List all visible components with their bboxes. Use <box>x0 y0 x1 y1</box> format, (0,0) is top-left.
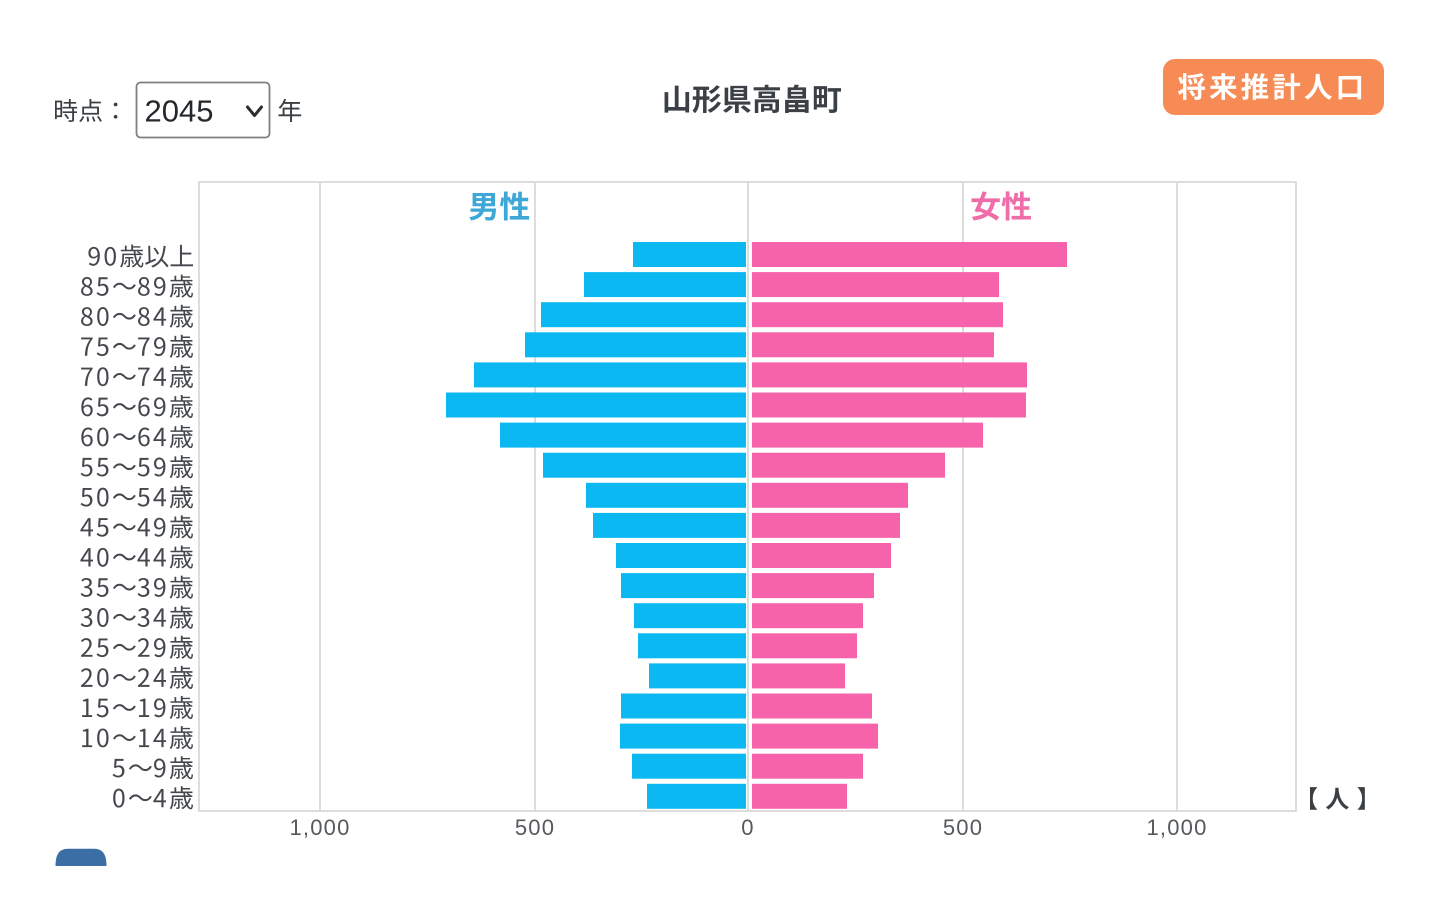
svg-text:1,000: 1,000 <box>1146 815 1207 840</box>
svg-text:500: 500 <box>515 815 555 840</box>
svg-text:2045: 2045 <box>145 94 214 129</box>
svg-text:500: 500 <box>943 815 983 840</box>
svg-text:0: 0 <box>741 815 754 840</box>
svg-text:1,000: 1,000 <box>289 815 350 840</box>
